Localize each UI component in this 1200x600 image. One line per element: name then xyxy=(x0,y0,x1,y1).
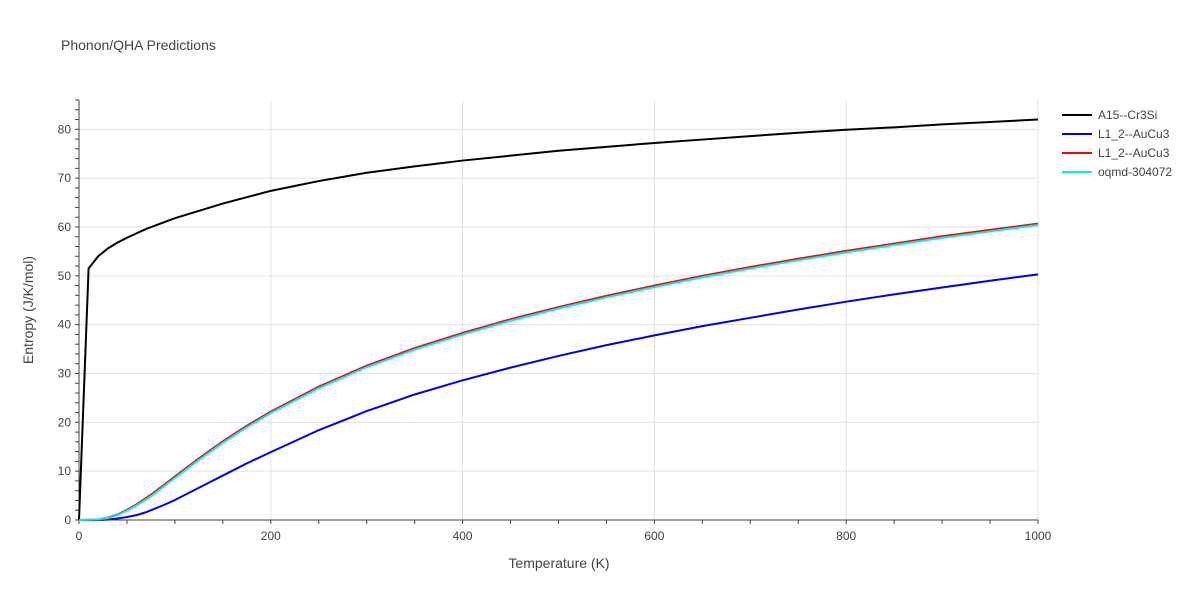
y-tick-label: 20 xyxy=(58,415,72,429)
series-lines xyxy=(78,118,1039,521)
y-tick-label: 10 xyxy=(58,464,72,478)
legend-label: L1_2--AuCu3 xyxy=(1098,146,1170,160)
y-tick-label: 30 xyxy=(58,366,72,380)
y-tick-label: 40 xyxy=(58,318,72,332)
legend: A15--Cr3Si L1_2--AuCu3 L1_2--AuCu3 oqmd-304… xyxy=(1062,108,1172,179)
series-line-4 xyxy=(78,224,1039,521)
legend-label: oqmd-304072 xyxy=(1098,165,1172,179)
legend-label: L1_2--AuCu3 xyxy=(1098,127,1170,141)
x-tick-label: 600 xyxy=(644,529,664,543)
x-tick-label: 400 xyxy=(453,529,473,543)
x-tick-label: 1000 xyxy=(1025,529,1052,543)
x-tick-label: 800 xyxy=(836,529,856,543)
chart-title: Phonon/QHA Predictions xyxy=(61,37,216,53)
y-tick-label: 50 xyxy=(58,269,72,283)
series-line-2 xyxy=(79,273,1039,521)
y-tick-label: 80 xyxy=(58,122,72,136)
y-tick-label: 60 xyxy=(58,220,72,234)
y-tick-label: 70 xyxy=(58,171,72,185)
y-axis-label: Entropy (J/K/mol) xyxy=(20,256,36,364)
grid xyxy=(79,100,1039,520)
y-tick-label: 0 xyxy=(64,513,71,527)
x-axis-label: Temperature (K) xyxy=(508,555,609,571)
legend-label: A15--Cr3Si xyxy=(1098,108,1157,122)
axes: 0 200 400 600 800 1000 0 10 20 30 40 50 60 70 80 xyxy=(58,99,1052,543)
x-tick-label: 200 xyxy=(261,529,281,543)
series-line-1 xyxy=(78,118,1039,521)
x-tick-label: 0 xyxy=(76,529,83,543)
